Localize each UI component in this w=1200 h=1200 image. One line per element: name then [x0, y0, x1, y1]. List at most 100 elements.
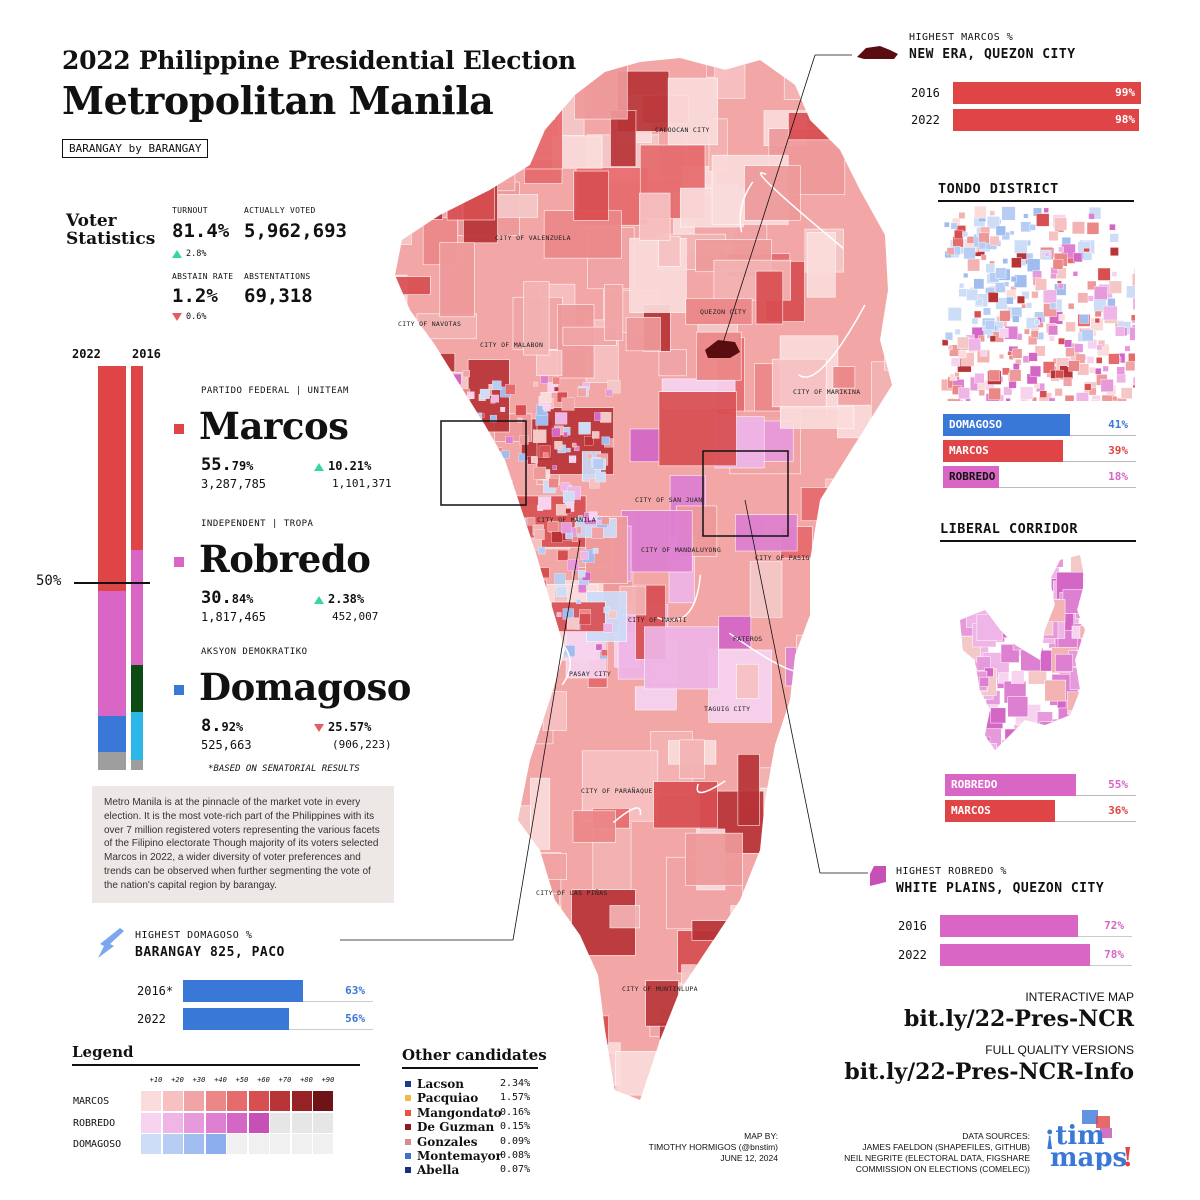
- barangay-cell: [475, 647, 488, 660]
- tondo-cell: [1124, 345, 1131, 352]
- other-candidate-value: 0.16%: [500, 1106, 531, 1118]
- stack-segment-marcos: [98, 366, 126, 592]
- tondo-cell: [1103, 305, 1118, 321]
- liberal-cell: [960, 708, 964, 722]
- map-label: QUEZON CITY: [700, 308, 747, 316]
- tondo-cell: [1001, 206, 1016, 221]
- tondo-cell: [1035, 278, 1047, 291]
- tondo-cell: [987, 216, 1000, 230]
- barangay-cell: [603, 606, 610, 614]
- tondo-cell: [998, 327, 1009, 338]
- other-candidate-value: 1.57%: [500, 1092, 531, 1104]
- barangay-cell: [513, 517, 527, 531]
- liberal-cell: [1011, 670, 1025, 684]
- barangay-cell: [480, 514, 487, 521]
- tondo-cell: [978, 232, 990, 244]
- robredo-leader-line: [744, 499, 821, 874]
- legend-swatch: [227, 1091, 247, 1111]
- liberal-cell: [1041, 740, 1054, 750]
- tondo-cell: [1030, 330, 1039, 339]
- liberal-cell: [1054, 753, 1073, 760]
- domagoso-leader-line: [512, 539, 581, 941]
- liberal-cell: [1095, 637, 1107, 649]
- legend-swatch: [162, 1091, 183, 1111]
- bar-robredo: ROBREDO: [945, 774, 1076, 796]
- legend-swatch: [141, 1112, 161, 1133]
- liberal-cell: [1060, 728, 1071, 739]
- barangay-cell: [518, 453, 527, 462]
- tondo-cell: [1012, 348, 1023, 359]
- tondo-cell: [954, 229, 964, 240]
- barangay-cell: [600, 412, 612, 423]
- liberal-cell: [1048, 730, 1076, 750]
- barangay-cell: [495, 633, 506, 644]
- barangay-cell: [551, 427, 561, 437]
- liberal-cell: [1069, 667, 1085, 690]
- barangay-cell: [469, 543, 482, 555]
- barangay-cell: [540, 392, 552, 404]
- tondo-cell: [1108, 353, 1120, 365]
- tondo-cell: [1087, 280, 1097, 290]
- liberal-cell: [998, 561, 1013, 576]
- senatorial-note: *BASED ON SENATORIAL RESULTS: [208, 764, 360, 774]
- barangay-cell: [472, 537, 482, 548]
- barangay-cell: [685, 832, 743, 886]
- tondo-cell: [1094, 310, 1102, 318]
- barangay-cell: [505, 577, 512, 584]
- barangay-cell: [567, 559, 579, 571]
- liberal-cell: [1039, 721, 1059, 741]
- tondo-cell: [1096, 344, 1103, 351]
- bar-fill: [183, 1008, 290, 1030]
- tondo-cell: [973, 278, 985, 290]
- full-quality-link[interactable]: bit.ly/22-Pres-NCR-Info: [844, 1059, 1134, 1085]
- liberal-cell: [1039, 600, 1054, 616]
- tondo-cell: [1131, 314, 1135, 322]
- liberal-cell: [980, 557, 1007, 583]
- legend-swatch: [162, 1112, 183, 1133]
- stack-bar-2016: [131, 366, 143, 770]
- liberal-cell: [998, 672, 1010, 684]
- barangay-cell: [505, 644, 518, 658]
- bar-value-label: 41%: [1108, 418, 1128, 431]
- barangay-cell: [505, 593, 514, 602]
- barangay-cell: [492, 893, 560, 946]
- barangay-cell: [730, 905, 756, 942]
- tondo-cell: [980, 349, 988, 357]
- tondo-cell: [1072, 221, 1085, 235]
- barangay-cell: [495, 589, 506, 601]
- tondo-cell: [941, 339, 949, 346]
- tondo-cell: [1065, 347, 1075, 357]
- liberal-cell: [1001, 751, 1021, 760]
- other-candidate-value: 2.34%: [500, 1078, 531, 1089]
- map-label: CITY OF NAVOTAS: [398, 320, 462, 328]
- barangay-cell: [466, 523, 480, 537]
- tondo-cell: [995, 282, 1006, 293]
- barangay-cell: [395, 816, 422, 844]
- tim-maps-logo: ¡tim maps !: [1040, 1106, 1136, 1173]
- barangay-cell: [472, 573, 479, 580]
- barangay-cell: [496, 60, 536, 88]
- tondo-cell: [1081, 329, 1094, 342]
- svg-text:!: !: [1122, 1143, 1133, 1170]
- barangay-cell: [534, 655, 543, 664]
- barangay-cell: [523, 281, 550, 356]
- barangay-cell: [403, 508, 424, 529]
- other-candidate-name: Abella: [417, 1163, 460, 1178]
- tondo-cell: [1077, 292, 1089, 304]
- liberal-cell: [964, 736, 991, 750]
- legend-swatch: [205, 1134, 226, 1154]
- liberal-cell: [1083, 648, 1085, 663]
- liberal-cell: [1062, 589, 1085, 614]
- interactive-map-link[interactable]: bit.ly/22-Pres-NCR: [903, 1006, 1134, 1032]
- barangay-cell: [561, 522, 573, 534]
- barangay-cell: [601, 436, 610, 445]
- barangay-cell: [595, 643, 603, 651]
- legend-swatch: [313, 1134, 333, 1154]
- barangay-cell: [438, 684, 496, 710]
- barangay-cell: [501, 602, 510, 612]
- barangay-cell: [620, 510, 693, 573]
- tondo-cell: [1111, 271, 1118, 277]
- tondo-title: TONDO DISTRICT: [938, 181, 1059, 197]
- liberal-cell: [960, 694, 979, 721]
- liberal-cell: [960, 562, 965, 578]
